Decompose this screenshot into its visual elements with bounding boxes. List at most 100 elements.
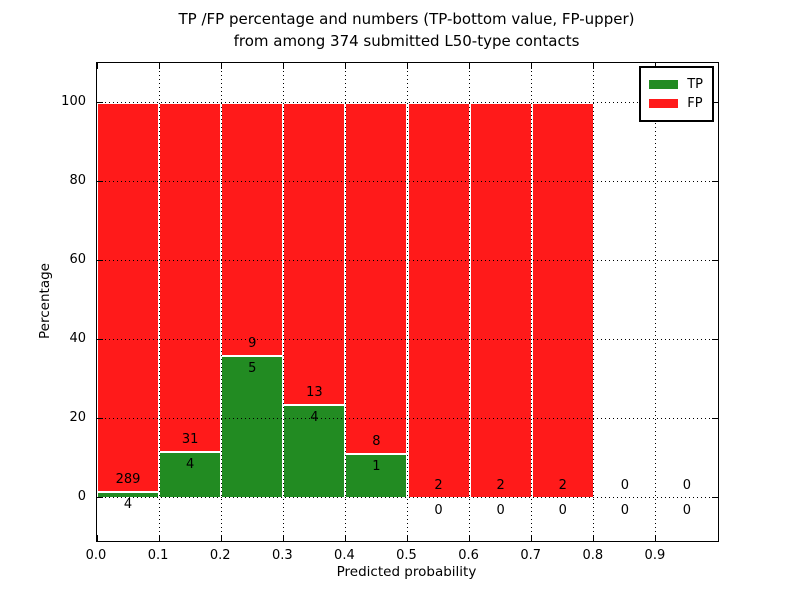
- y-tick-label: 40: [69, 330, 86, 346]
- fp-count-label: 289: [115, 472, 141, 488]
- x-tick-label: 0.9: [644, 548, 666, 563]
- gridline-vertical: [158, 63, 160, 541]
- fp-count-label: 0: [620, 477, 629, 493]
- chart-title-line2: from among 374 submitted L50-type contac…: [233, 32, 580, 50]
- fp-count-label: 2: [496, 477, 505, 493]
- legend: TP FP: [639, 66, 714, 122]
- x-tick-label: 0.6: [458, 548, 479, 563]
- bar-fp: [159, 102, 222, 453]
- x-tick-label: 0.1: [147, 548, 169, 563]
- x-tick-bottom: [158, 535, 160, 541]
- x-tick-bottom: [344, 535, 346, 541]
- x-tick-top: [407, 63, 408, 69]
- bar-fp: [407, 102, 470, 498]
- legend-label-fp: FP: [687, 96, 703, 111]
- x-tick-top: [469, 63, 471, 69]
- x-tick-bottom: [220, 535, 222, 541]
- bar-fp: [283, 102, 346, 405]
- bar-fp: [345, 102, 408, 454]
- x-tick-label: 0.0: [85, 548, 107, 563]
- gridline-vertical: [344, 63, 346, 541]
- y-tick-right: [712, 497, 718, 499]
- tp-count-label: 4: [123, 497, 133, 513]
- fp-count-label: 9: [248, 336, 257, 352]
- y-tick-right: [712, 339, 718, 341]
- x-tick-bottom: [655, 535, 657, 541]
- bar-fp: [469, 102, 532, 498]
- bar-tp: [159, 452, 222, 498]
- legend-swatch-fp: [649, 99, 679, 108]
- tp-count-label: 0: [682, 502, 692, 518]
- plot-area: TP FP 289 4 31 4 9 5 13 4 8 1 2 0 2 0 2 0 0 0 0 0: [96, 62, 719, 542]
- x-tick-bottom: [407, 535, 408, 541]
- gridline-vertical: [655, 63, 657, 541]
- x-tick-bottom: [96, 535, 98, 541]
- gridline-vertical: [469, 63, 471, 541]
- gridline-vertical: [593, 63, 595, 541]
- x-tick-top: [220, 63, 222, 69]
- gridline-vertical: [220, 63, 222, 541]
- y-tick-left: [97, 497, 103, 499]
- legend-row: TP: [649, 76, 703, 93]
- y-tick-label: 100: [61, 93, 86, 109]
- tp-count-label: 0: [434, 502, 443, 518]
- tp-count-label: 0: [558, 502, 567, 518]
- x-tick-label: 0.4: [334, 548, 355, 563]
- legend-row: FP: [649, 95, 703, 112]
- x-tick-label: 0.5: [396, 548, 417, 563]
- x-tick-bottom: [531, 535, 533, 541]
- x-tick-bottom: [469, 535, 471, 541]
- y-tick-right: [712, 260, 718, 262]
- x-tick-bottom: [282, 535, 284, 541]
- tp-count-label: 4: [186, 457, 195, 473]
- tp-count-label: 0: [496, 502, 505, 518]
- legend-swatch-tp: [649, 80, 679, 89]
- bar-fp: [221, 102, 284, 357]
- tp-count-label: 5: [248, 361, 257, 377]
- tp-count-label: 1: [372, 458, 381, 474]
- x-tick-label: 0.8: [582, 548, 604, 563]
- chart-title-line1: TP /FP percentage and numbers (TP-bottom…: [178, 10, 635, 28]
- y-tick-left: [97, 339, 103, 341]
- chart-title: TP /FP percentage and numbers (TP-bottom…: [96, 8, 717, 52]
- y-tick-left: [97, 181, 103, 182]
- y-tick-label: 0: [77, 488, 86, 504]
- tp-count-label: 4: [310, 409, 319, 425]
- legend-label-tp: TP: [687, 77, 703, 92]
- fp-count-label: 13: [306, 384, 323, 400]
- y-tick-right: [712, 102, 718, 103]
- x-tick-label: 0.2: [209, 548, 231, 563]
- x-tick-label: 0.7: [520, 548, 542, 563]
- fp-count-label: 31: [181, 432, 199, 448]
- y-tick-label: 80: [69, 172, 86, 188]
- y-tick-right: [712, 181, 718, 182]
- x-tick-top: [531, 63, 533, 69]
- x-tick-label: 0.3: [271, 548, 293, 563]
- x-tick-top: [96, 63, 98, 69]
- x-tick-top: [344, 63, 346, 69]
- x-tick-top: [282, 63, 284, 69]
- gridline-vertical: [282, 63, 284, 541]
- bar-fp: [97, 102, 160, 493]
- bar-fp: [531, 102, 594, 498]
- tp-count-label: 0: [620, 502, 629, 518]
- fp-count-label: 2: [558, 477, 567, 493]
- y-tick-right: [712, 418, 718, 420]
- gridline-vertical: [407, 63, 408, 541]
- x-axis-label: Predicted probability: [336, 564, 477, 580]
- x-tick-top: [593, 63, 595, 69]
- x-tick-top: [158, 63, 160, 69]
- x-tick-bottom: [593, 535, 595, 541]
- bar-tp: [97, 492, 160, 498]
- y-tick-label: 20: [69, 409, 86, 425]
- fp-count-label: 8: [372, 433, 381, 449]
- y-axis-label: Percentage: [37, 263, 53, 339]
- y-tick-label: 60: [69, 251, 86, 267]
- fp-count-label: 2: [434, 477, 443, 493]
- gridline-vertical: [531, 63, 533, 541]
- y-tick-left: [97, 260, 103, 262]
- y-tick-left: [97, 418, 103, 420]
- y-tick-left: [97, 102, 103, 103]
- bar-tp: [221, 356, 284, 498]
